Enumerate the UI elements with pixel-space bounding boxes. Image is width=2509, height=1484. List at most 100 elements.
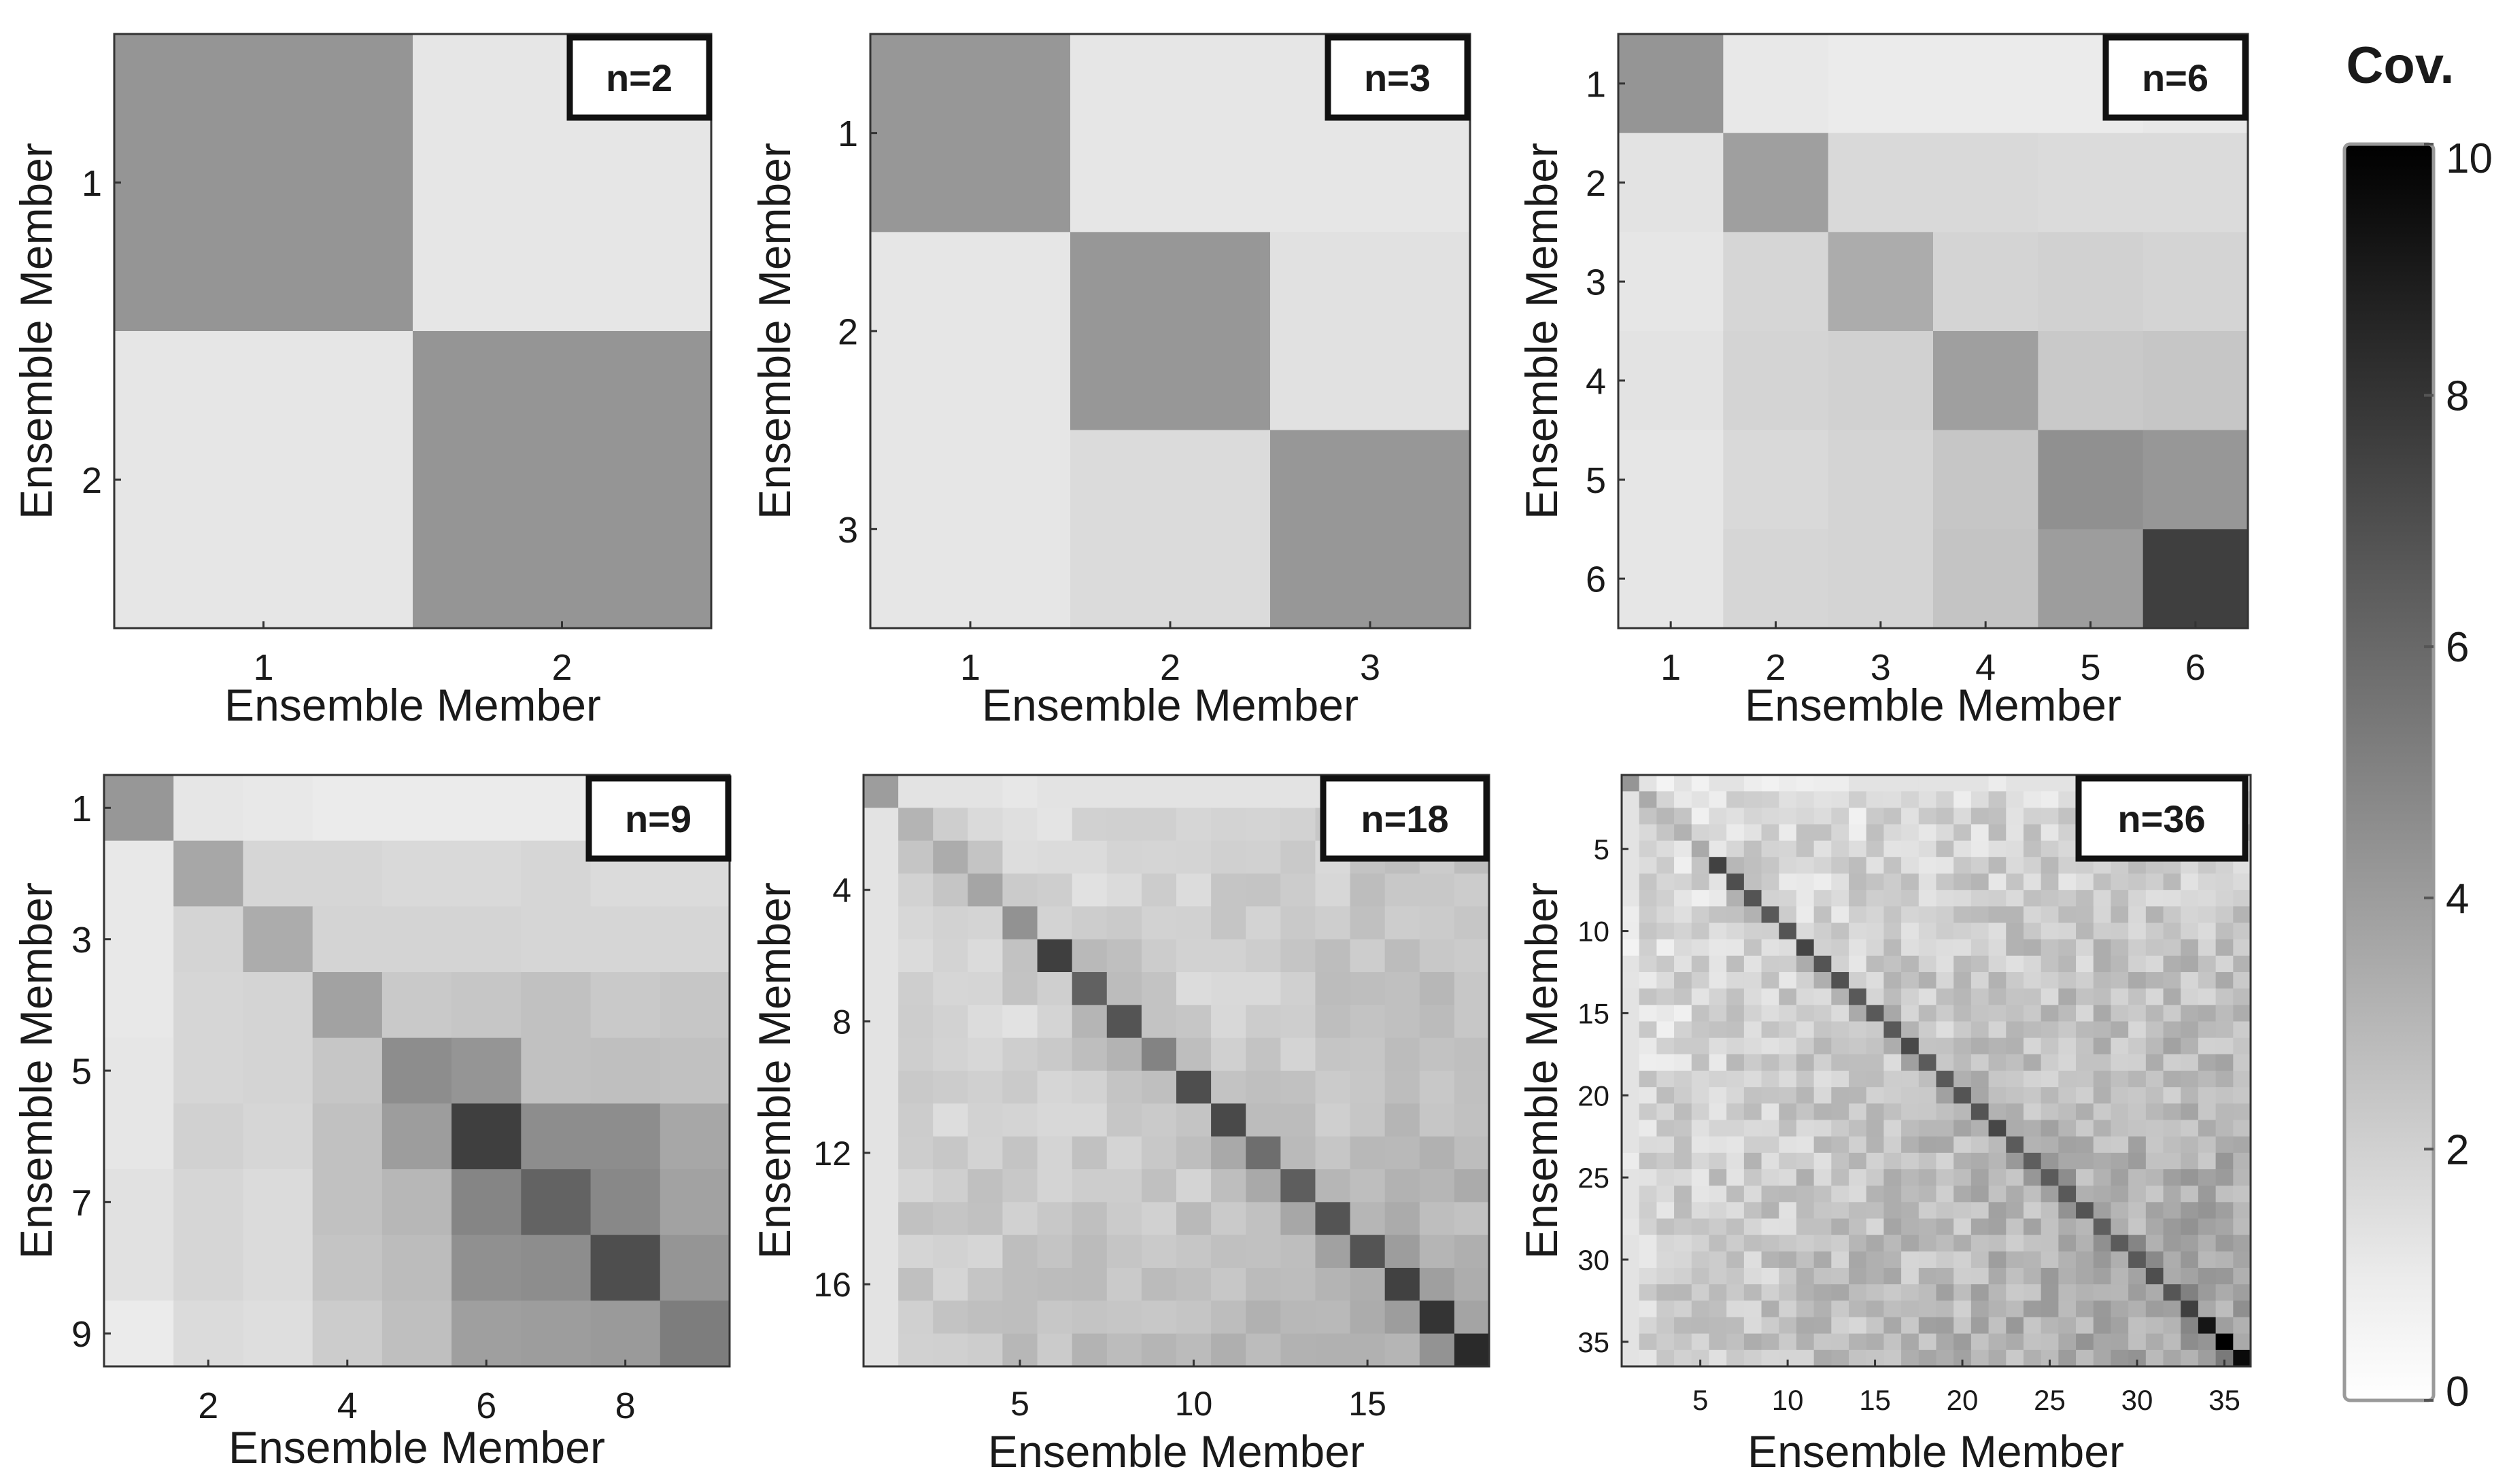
heatmap-cell (2006, 857, 2024, 874)
heatmap-cell (1988, 824, 2007, 842)
heatmap-cell (2006, 988, 2024, 1005)
heatmap-cell (2111, 972, 2129, 989)
heatmap-cell (1656, 1021, 1675, 1039)
heatmap-cell (1849, 1152, 1867, 1170)
heatmap-cell (2076, 1021, 2094, 1039)
heatmap-cell (2215, 1054, 2234, 1071)
heatmap-cell (1849, 1103, 1867, 1121)
heatmap-cell (1674, 1235, 1692, 1252)
heatmap-cell (1176, 1268, 1212, 1301)
heatmap-cell (1726, 1071, 1745, 1088)
heatmap-cell (1709, 972, 1727, 989)
heatmap-cell (2233, 1152, 2251, 1170)
heatmap-cell (1918, 955, 1937, 973)
heatmap-cell (2145, 1054, 2164, 1071)
heatmap-cell (2163, 1268, 2181, 1285)
badge-label: n=6 (2142, 56, 2208, 99)
heatmap-cell (1831, 1136, 1849, 1154)
heatmap-cell (1796, 791, 1815, 808)
heatmap-cell (2163, 1152, 2181, 1170)
heatmap-cell (1674, 922, 1692, 940)
heatmap-cell (1883, 1284, 1902, 1301)
heatmap-cell (1709, 1349, 1727, 1367)
heatmap-cell (1674, 988, 1692, 1005)
heatmap-cell (1953, 1071, 1972, 1088)
heatmap-cell (933, 1169, 968, 1203)
heatmap-cell (1866, 1317, 1885, 1334)
heatmap-cell (1936, 939, 1954, 956)
plot-frame (1620, 774, 2252, 1368)
heatmap-cell (2041, 906, 2059, 924)
heatmap-cell (2023, 906, 2042, 924)
heatmap-cell (1315, 972, 1351, 1005)
heatmap-cell (1674, 1054, 1692, 1071)
heatmap-cell (2093, 955, 2112, 973)
heatmap-cell (1761, 808, 1779, 825)
heatmap-cell (2006, 1333, 2024, 1351)
heatmap-cell (2058, 857, 2077, 874)
heatmap-cell (1970, 1021, 1990, 1039)
heatmap-cell (1918, 939, 1937, 956)
heatmap-cell (2006, 1071, 2024, 1088)
heatmap-cell (1176, 1300, 1212, 1334)
heatmap-cell (1709, 1333, 1727, 1351)
y-tick-label: 5 (1586, 460, 1606, 501)
heatmap-cell (2111, 1087, 2129, 1104)
heatmap-cell (1901, 922, 1919, 940)
heatmap-cell (2163, 1349, 2181, 1367)
heatmap-cell (1280, 775, 1316, 808)
heatmap-cell (1639, 1136, 1657, 1154)
heatmap-cell (2198, 1169, 2217, 1186)
heatmap-cell (1037, 939, 1073, 973)
y-tick-label: 16 (813, 1266, 851, 1304)
heatmap-cell (1315, 1300, 1351, 1334)
heatmap-cell (864, 972, 899, 1005)
heatmap-cell (2145, 939, 2164, 956)
heatmap-cell (2023, 1284, 2042, 1301)
heatmap-cell (1709, 1300, 1727, 1318)
heatmap-cell (1796, 1103, 1815, 1121)
heatmap-cell (1953, 1333, 1972, 1351)
heatmap-cell (1454, 1300, 1490, 1334)
heatmap-cell (1813, 1235, 1832, 1252)
heatmap-cell (1384, 874, 1420, 907)
heatmap-cell (898, 775, 934, 808)
heatmap-cell (1622, 1136, 1640, 1154)
heatmap-cell (1141, 939, 1177, 973)
heatmap-cell (2023, 1120, 2042, 1137)
heatmap-cell (1070, 232, 1271, 431)
heatmap-cell (2181, 874, 2199, 891)
heatmap-cell (312, 1169, 383, 1236)
y-tick-label: 15 (1577, 998, 1609, 1030)
y-tick-label: 30 (1577, 1244, 1609, 1276)
heatmap-cell (898, 1202, 934, 1236)
heatmap-cell (1761, 1284, 1779, 1301)
heatmap-cell (1970, 1251, 1990, 1269)
heatmap-cell (1849, 775, 1867, 792)
heatmap-cell (1883, 1333, 1902, 1351)
heatmap-cell (1656, 1251, 1675, 1269)
heatmap-cell (104, 775, 174, 842)
heatmap-cell (1936, 1103, 1954, 1121)
heatmap-cell (1350, 1235, 1386, 1269)
heatmap-cell (968, 1103, 1004, 1137)
heatmap-cell (968, 808, 1004, 842)
heatmap-cell (1849, 1349, 1867, 1367)
heatmap-cell (2041, 1152, 2059, 1170)
heatmap-cell (1988, 1136, 2007, 1154)
heatmap-cell (2076, 1136, 2094, 1154)
heatmap-cell (1709, 906, 1727, 924)
heatmap-cell (2006, 972, 2024, 989)
heatmap-cell (521, 775, 592, 842)
heatmap-cell (1831, 840, 1849, 858)
heatmap-cell (1901, 955, 1919, 973)
heatmap-cell (1211, 840, 1246, 874)
heatmap-cell (1796, 890, 1815, 907)
heatmap-cell (1037, 1235, 1073, 1269)
heatmap-cell (1936, 791, 1954, 808)
heatmap-cell (1988, 972, 2007, 989)
heatmap-cell (1350, 939, 1386, 973)
heatmap-cell (1002, 972, 1038, 1005)
heatmap-cell (2198, 1300, 2217, 1318)
heatmap-cell (1384, 1071, 1420, 1104)
